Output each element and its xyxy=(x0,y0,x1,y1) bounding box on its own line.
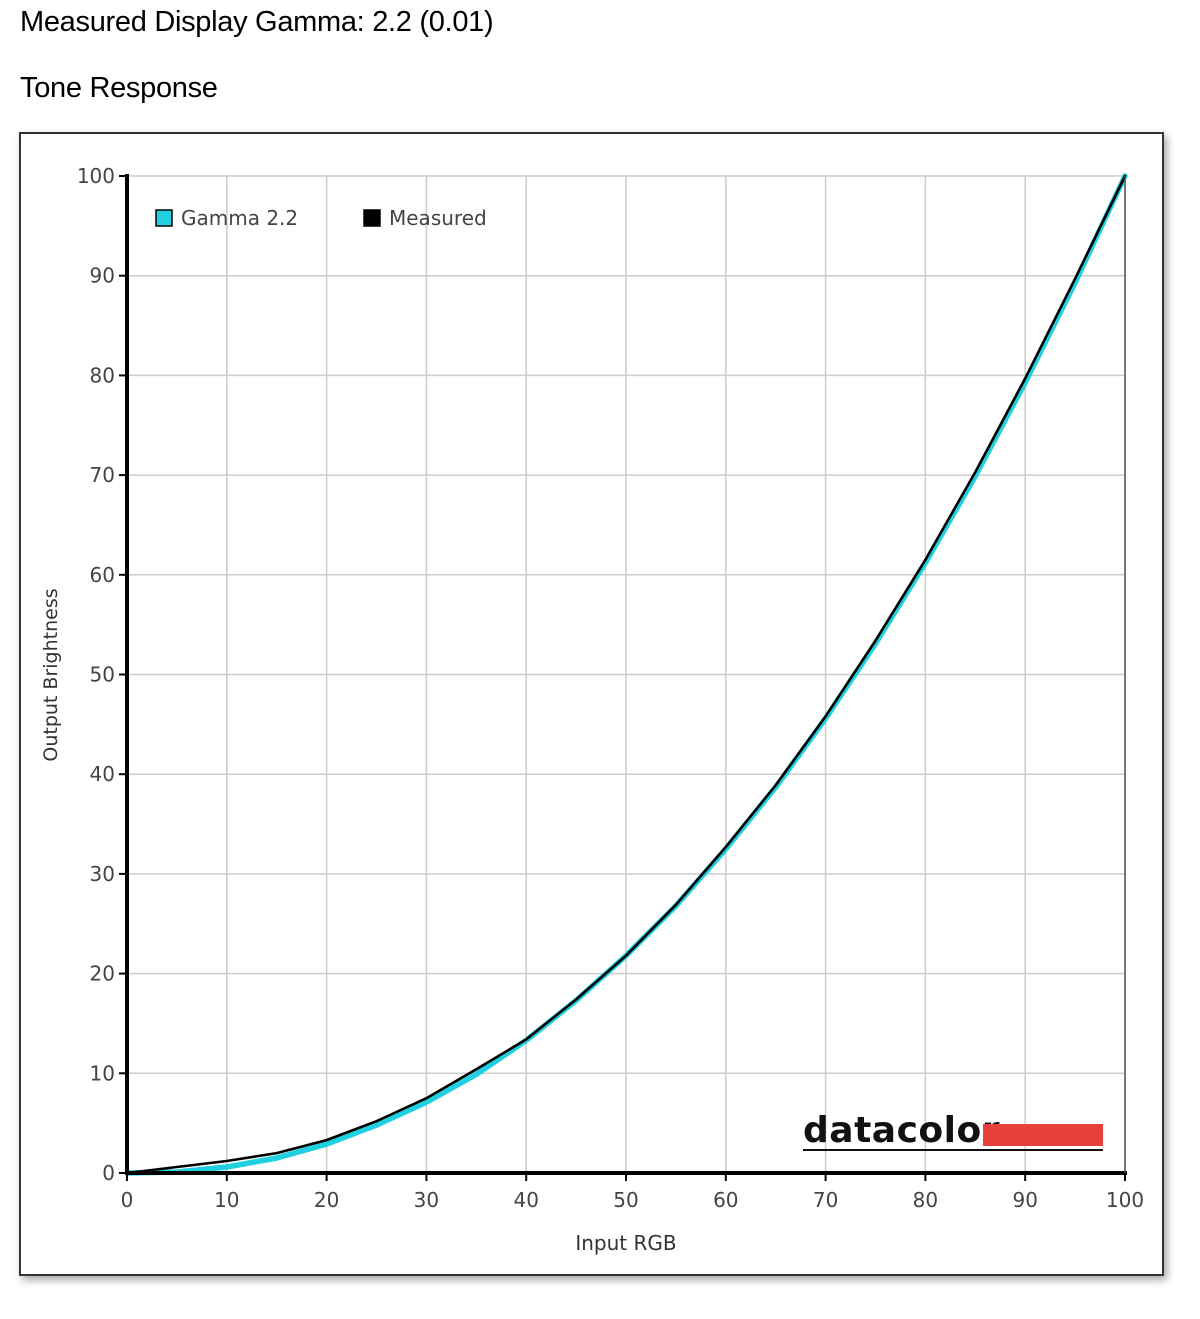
x-tick-label: 50 xyxy=(613,1188,638,1212)
y-tick-label: 50 xyxy=(90,663,115,687)
x-tick-label: 100 xyxy=(1106,1188,1144,1212)
measured-gamma-heading: Measured Display Gamma: 2.2 (0.01) xyxy=(20,6,494,38)
legend-swatch xyxy=(363,209,381,227)
y-tick-label: 0 xyxy=(102,1161,115,1185)
y-tick-label: 90 xyxy=(90,264,115,288)
y-tick-label: 10 xyxy=(90,1061,115,1085)
chart-frame: 0 10 20 30 40 50 60 70 80 90 100 0 10 20 30 40 50 60 70 80 9… xyxy=(19,132,1164,1276)
y-tick-label: 100 xyxy=(77,164,115,188)
tone-response-heading: Tone Response xyxy=(20,72,218,104)
x-axis-label: Input RGB xyxy=(575,1231,676,1255)
y-tick-label: 70 xyxy=(90,463,115,487)
x-tick-label: 70 xyxy=(813,1188,838,1212)
legend-label: Gamma 2.2 xyxy=(181,206,298,230)
x-tick-label: 0 xyxy=(121,1188,134,1212)
grid-layer xyxy=(127,175,1126,1173)
ticks-layer: 0 10 20 30 40 50 60 70 80 90 100 0 10 20 30 40 50 60 70 80 9… xyxy=(77,164,1144,1212)
series-line-measured xyxy=(125,174,1127,1175)
chart-legend: Gamma 2.2 Measured xyxy=(155,206,487,230)
legend-swatch xyxy=(155,209,173,227)
y-tick-label: 20 xyxy=(90,962,115,986)
logo-red-bar xyxy=(983,1124,1103,1146)
logo-wordmark: datacolor xyxy=(803,1110,1000,1151)
y-tick-label: 40 xyxy=(90,762,115,786)
x-tick-label: 10 xyxy=(214,1188,239,1212)
x-tick-label: 80 xyxy=(913,1188,938,1212)
legend-label: Measured xyxy=(389,206,487,230)
x-tick-label: 60 xyxy=(713,1188,738,1212)
x-tick-label: 30 xyxy=(414,1188,439,1212)
datacolor-logo: datacolor xyxy=(803,1110,1103,1151)
x-tick-label: 20 xyxy=(314,1188,339,1212)
series-layer xyxy=(124,173,1128,1176)
x-tick-label: 40 xyxy=(513,1188,538,1212)
y-tick-label: 80 xyxy=(90,363,115,387)
tone-response-chart: 0 10 20 30 40 50 60 70 80 90 100 0 10 20 30 40 50 60 70 80 9… xyxy=(40,164,1144,1255)
x-tick-label: 90 xyxy=(1012,1188,1037,1212)
y-tick-label: 60 xyxy=(90,563,115,587)
y-tick-label: 30 xyxy=(90,862,115,886)
y-axis-label: Output Brightness xyxy=(40,588,62,761)
